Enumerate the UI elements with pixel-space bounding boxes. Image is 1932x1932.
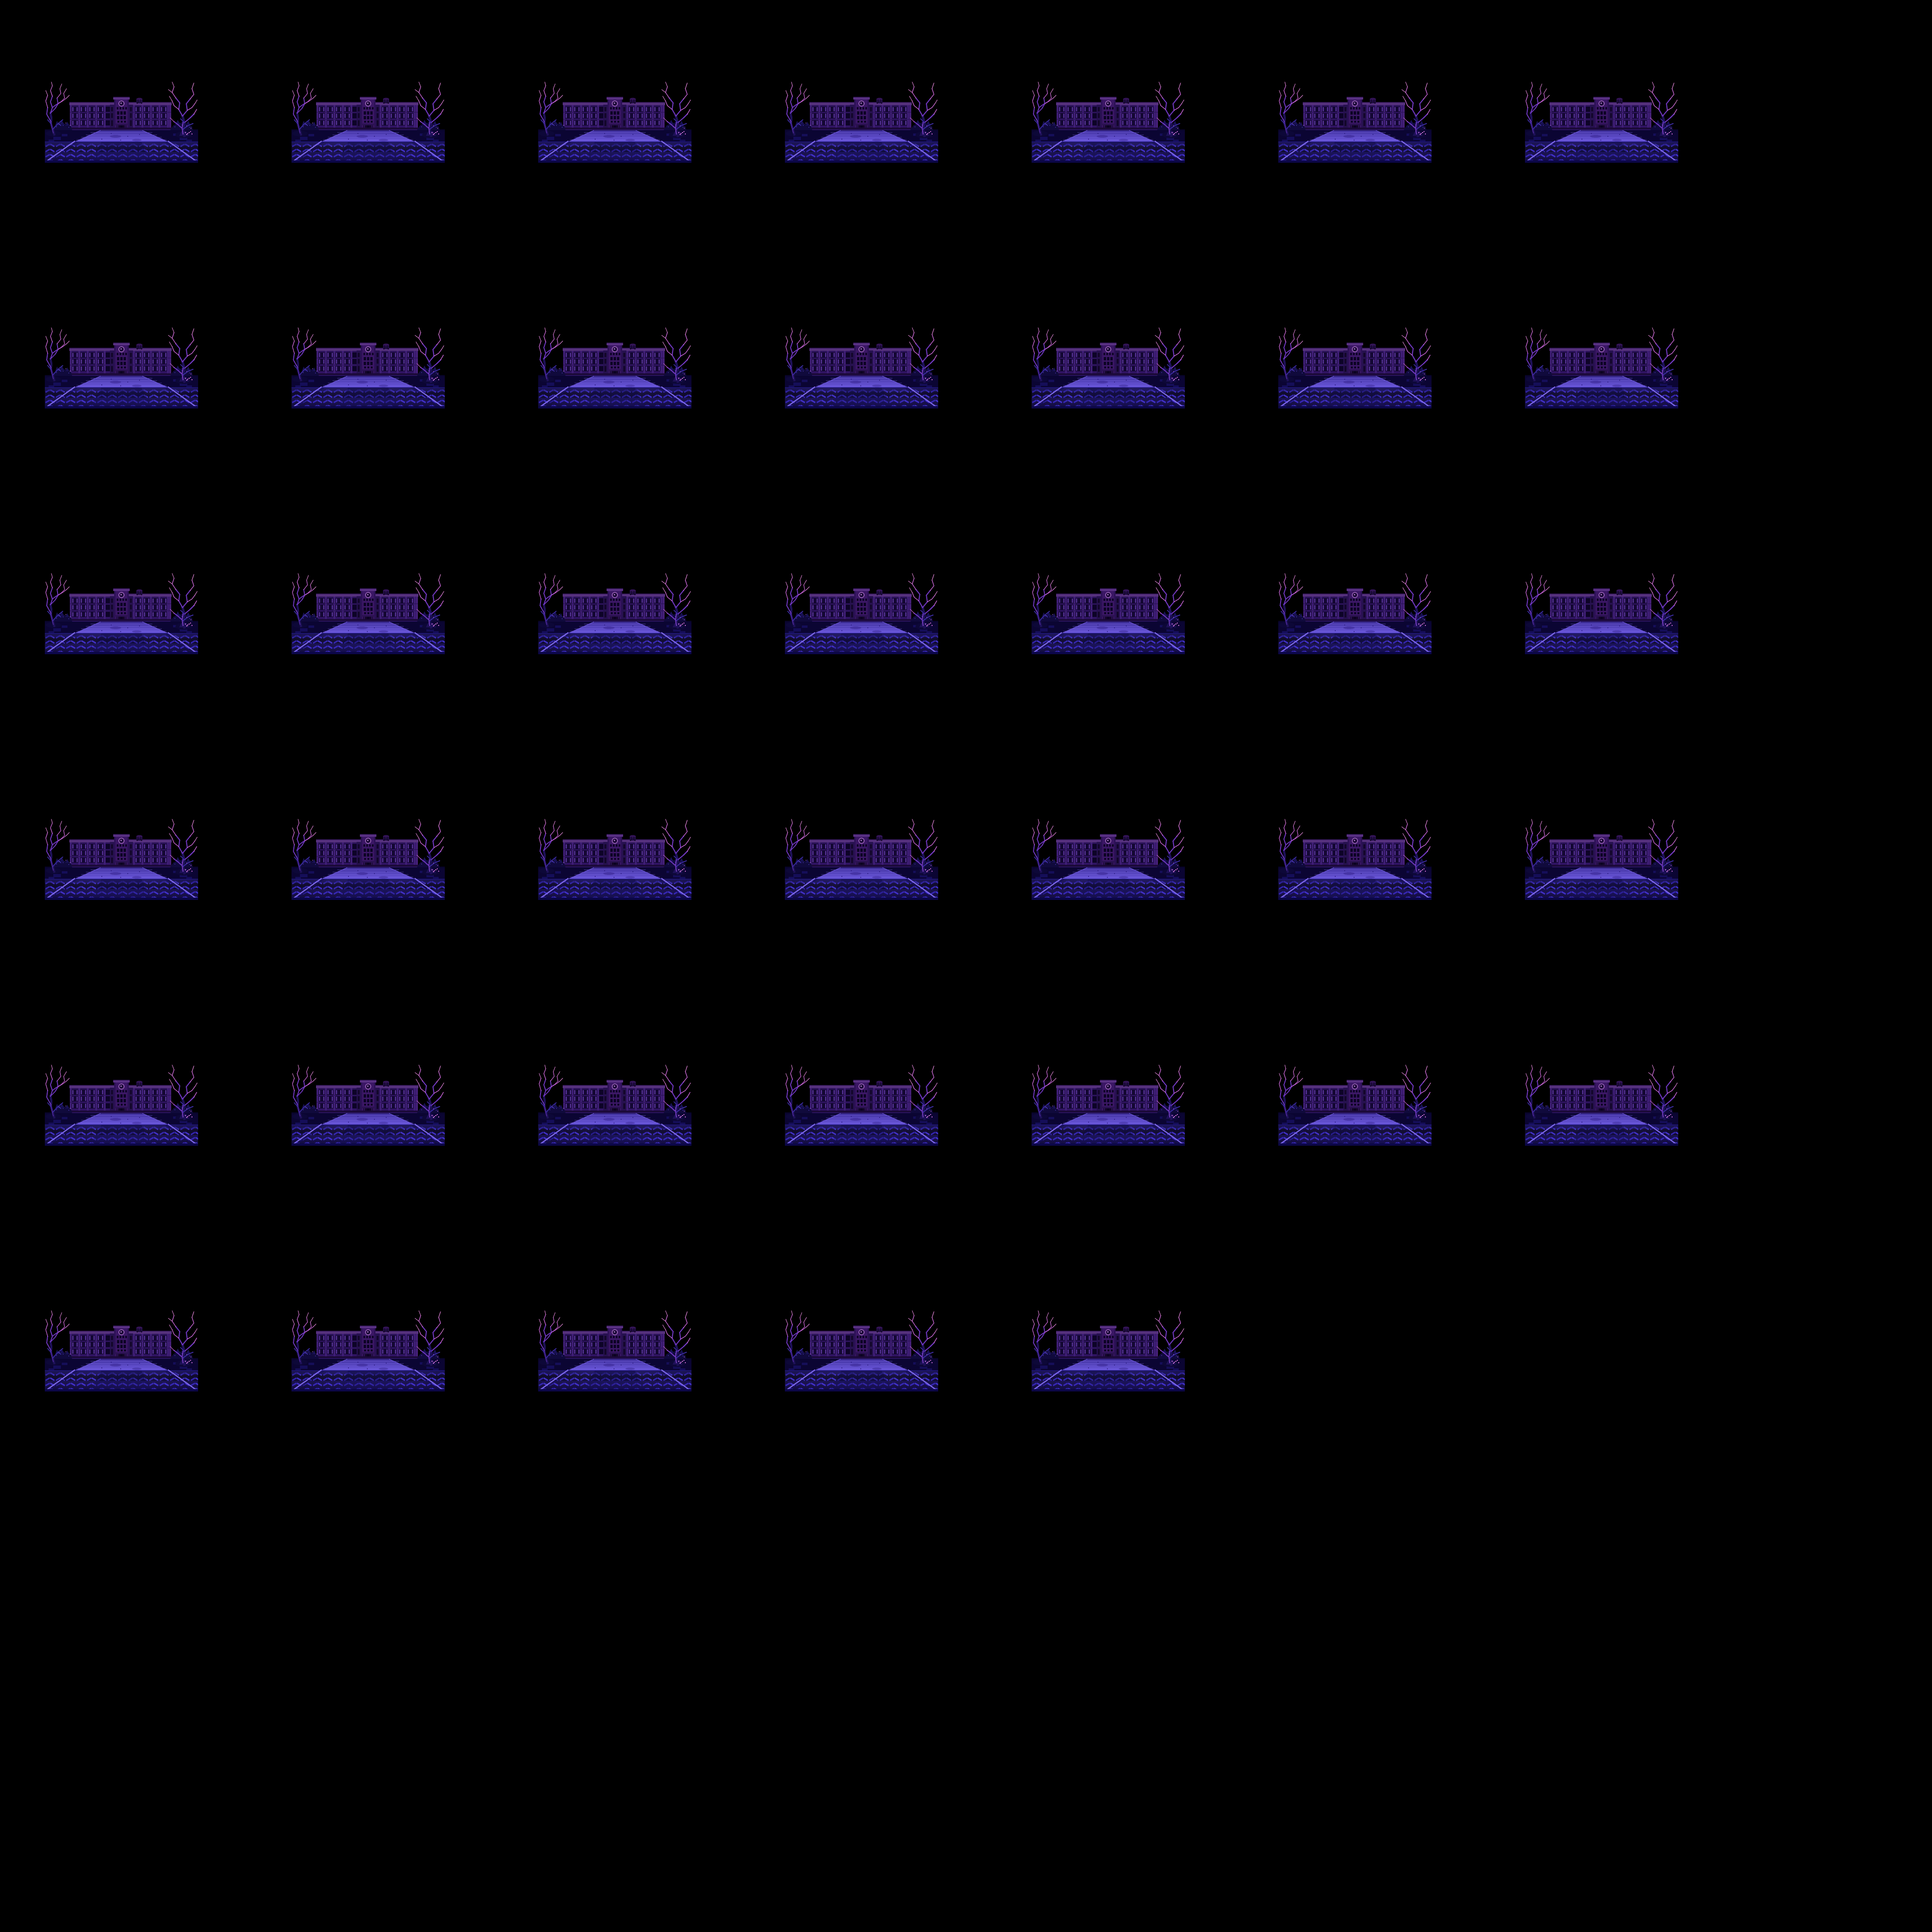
school-night-scene — [291, 1309, 445, 1391]
school-night-scene — [291, 1063, 445, 1146]
animation-frame — [1525, 572, 1678, 654]
school-night-scene — [1032, 80, 1185, 163]
animation-frame — [1525, 80, 1678, 163]
school-night-scene — [291, 80, 445, 163]
school-night-scene — [785, 326, 938, 408]
animation-frame — [1032, 1309, 1185, 1391]
animation-frame — [1032, 80, 1185, 163]
school-night-scene — [45, 572, 198, 654]
school-night-scene — [785, 1309, 938, 1391]
animation-frame — [538, 817, 691, 900]
animation-frame — [785, 572, 938, 654]
animation-frame — [291, 1063, 445, 1146]
school-night-scene — [785, 572, 938, 654]
animation-frame — [45, 1063, 198, 1146]
school-night-scene — [538, 80, 691, 163]
animation-frame — [785, 1063, 938, 1146]
school-night-scene — [1278, 80, 1432, 163]
school-night-scene — [538, 817, 691, 900]
school-night-scene — [45, 817, 198, 900]
animation-frame — [1032, 572, 1185, 654]
animation-frame — [45, 572, 198, 654]
school-night-scene — [1032, 326, 1185, 408]
school-night-scene — [1525, 572, 1678, 654]
animation-frame — [538, 1063, 691, 1146]
school-night-scene — [1525, 326, 1678, 408]
animation-frame — [291, 817, 445, 900]
animation-frame — [1525, 326, 1678, 408]
animation-frame — [1278, 1063, 1432, 1146]
animation-frame — [785, 80, 938, 163]
school-night-scene — [538, 1063, 691, 1146]
school-night-scene — [1525, 1063, 1678, 1146]
animation-frame — [1278, 80, 1432, 163]
school-night-scene — [291, 326, 445, 408]
school-night-scene — [45, 326, 198, 408]
school-night-scene — [45, 1063, 198, 1146]
animation-frame — [538, 572, 691, 654]
animation-frame — [291, 1309, 445, 1391]
animation-frame — [1278, 572, 1432, 654]
school-night-scene — [1278, 817, 1432, 900]
school-night-scene — [291, 572, 445, 654]
animation-frame — [1525, 1063, 1678, 1146]
school-night-scene — [1032, 1309, 1185, 1391]
animation-frame — [1278, 817, 1432, 900]
school-night-scene — [538, 326, 691, 408]
school-night-scene — [1032, 1063, 1185, 1146]
animation-frame — [785, 817, 938, 900]
school-night-scene — [1525, 817, 1678, 900]
animation-frame — [1032, 817, 1185, 900]
animation-frame — [291, 326, 445, 408]
animation-frame — [785, 1309, 938, 1391]
animation-frame — [291, 572, 445, 654]
animation-frame — [1032, 326, 1185, 408]
school-night-scene — [785, 817, 938, 900]
animation-frame — [45, 1309, 198, 1391]
animation-frame — [1525, 817, 1678, 900]
animation-frame — [45, 326, 198, 408]
animation-frame — [45, 817, 198, 900]
school-night-scene — [45, 80, 198, 163]
animation-frame — [538, 80, 691, 163]
school-night-scene — [1278, 1063, 1432, 1146]
animation-frame — [1278, 326, 1432, 408]
school-night-scene — [785, 80, 938, 163]
animation-frame — [45, 80, 198, 163]
school-night-scene — [1525, 80, 1678, 163]
animation-frame — [538, 1309, 691, 1391]
school-night-scene — [1278, 326, 1432, 408]
school-night-scene — [291, 817, 445, 900]
school-night-scene — [45, 1309, 198, 1391]
animation-frame — [1032, 1063, 1185, 1146]
animation-frame — [291, 80, 445, 163]
school-night-scene — [1278, 572, 1432, 654]
school-night-scene — [1032, 817, 1185, 900]
school-night-scene — [785, 1063, 938, 1146]
animation-frame — [785, 326, 938, 408]
animation-frame — [538, 326, 691, 408]
school-night-scene — [538, 572, 691, 654]
school-night-scene — [1032, 572, 1185, 654]
school-night-scene — [538, 1309, 691, 1391]
